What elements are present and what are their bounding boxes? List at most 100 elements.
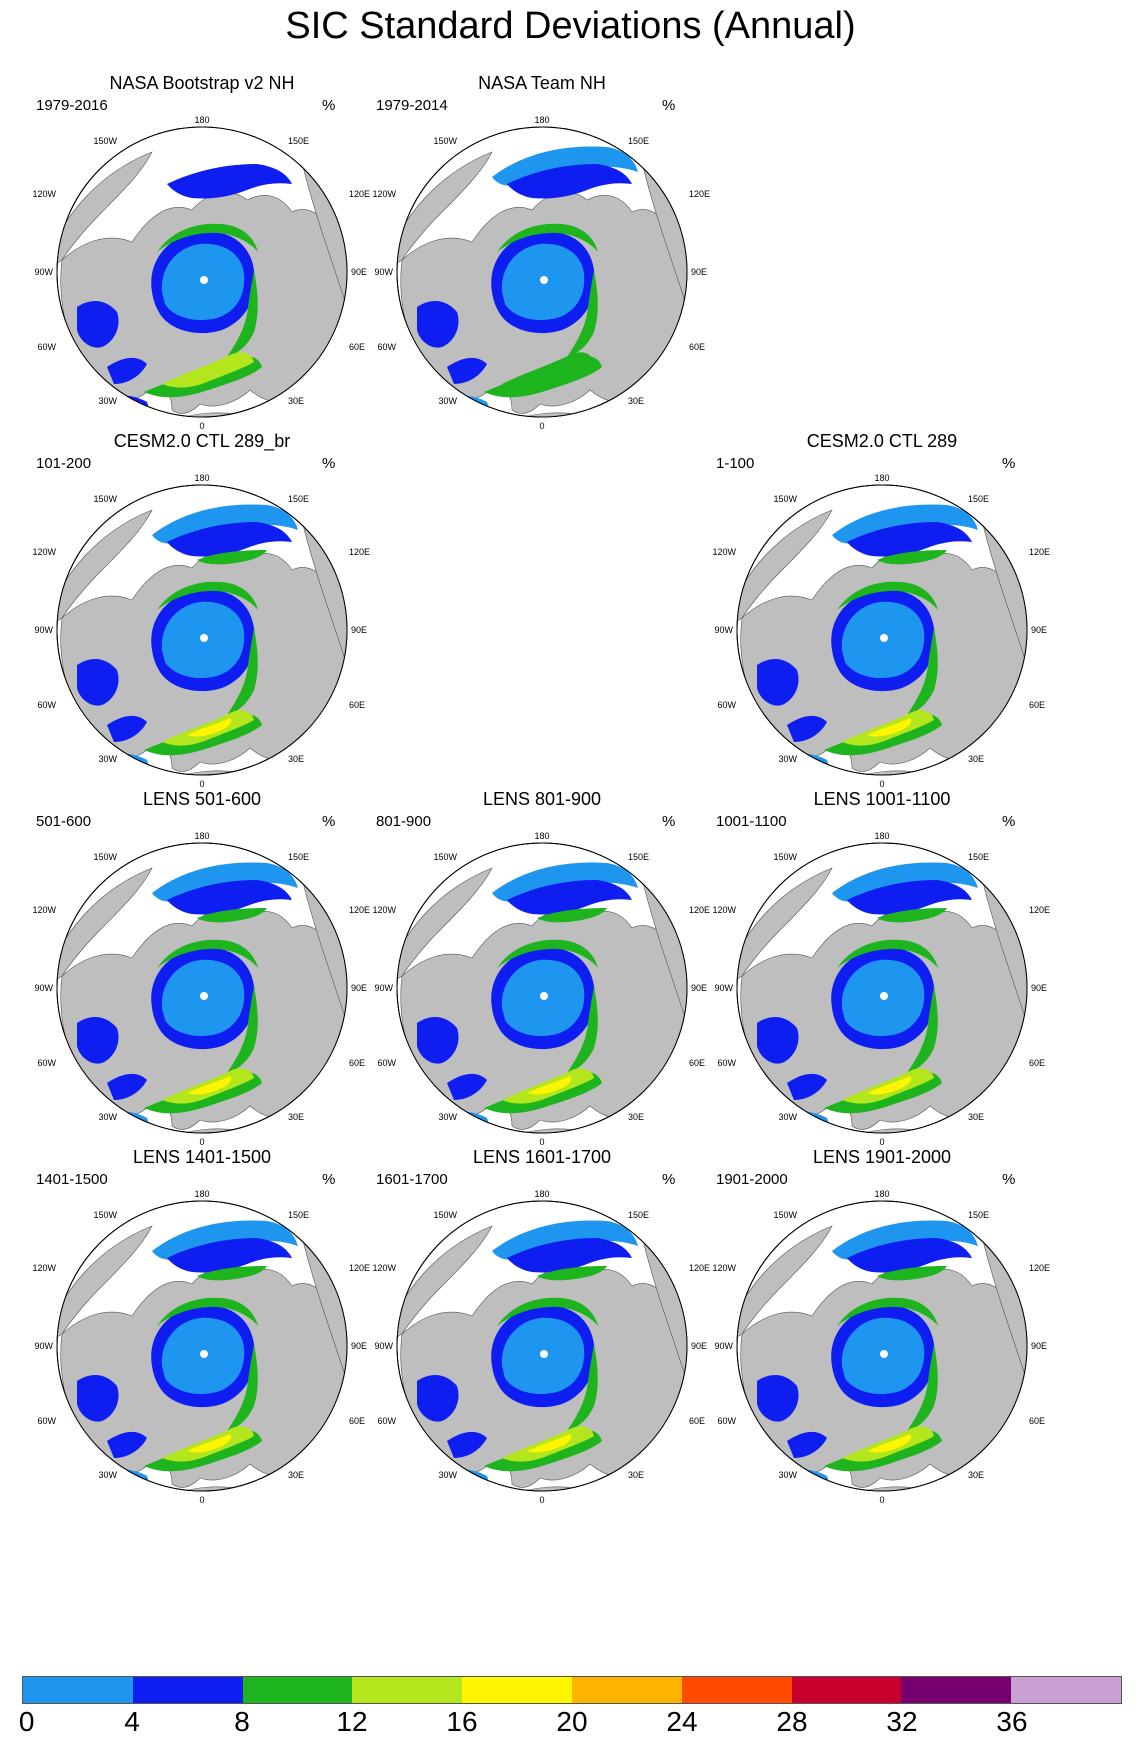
- longitude-label-lower-left: 60W: [37, 1416, 56, 1426]
- panel-unit: %: [322, 813, 336, 830]
- map-panel: NASA Bootstrap v2 NH 1979-2016% 180 0 90W 90E…: [22, 72, 382, 452]
- polar-stereographic-map: 180 0 90W 90E 150W 150E 120W 120E 60W 60E 30W 30E: [32, 473, 370, 789]
- longitude-label-right: 90E: [1031, 625, 1047, 635]
- longitude-label-bottom-right: 30E: [288, 1470, 304, 1480]
- sic-contour-region: [847, 1238, 972, 1273]
- longitude-label-right: 90E: [691, 1341, 707, 1351]
- longitude-label-bottom-left: 30W: [438, 1112, 457, 1122]
- longitude-label-top-left: 150W: [773, 494, 797, 504]
- sic-contour-region: [847, 880, 972, 915]
- sic-contour-region: [162, 352, 254, 388]
- longitude-label-lower-right: 60E: [1029, 1058, 1045, 1068]
- longitude-label-top: 180: [534, 1189, 549, 1199]
- polar-stereographic-map: 180 0 90W 90E 150W 150E 120W 120E 60W 60E 30W 30E: [372, 1189, 710, 1505]
- colorbar-segment: [132, 1677, 243, 1703]
- longitude-label-bottom-right: 30E: [968, 1470, 984, 1480]
- panel-period: 801-900: [376, 813, 432, 830]
- longitude-label-bottom-right: 30E: [968, 1112, 984, 1122]
- sic-contour-region: [867, 718, 912, 737]
- longitude-label-bottom-right: 30E: [628, 396, 644, 406]
- panel-period: 1979-2014: [376, 97, 448, 114]
- sic-contour-region: [77, 300, 147, 384]
- longitude-label-upper-right: 120E: [689, 1263, 710, 1273]
- colorbar-tick-label: 20: [556, 1706, 588, 1737]
- map-panel: LENS 1601-1700 1601-1700% 180 0 90W 90E 150W 15…: [362, 1146, 722, 1526]
- longitude-label-bottom: 0: [539, 1495, 544, 1505]
- sic-contour-region: [167, 1238, 292, 1273]
- longitude-label-left: 90W: [374, 267, 393, 277]
- panel-title: LENS 501-600: [142, 789, 262, 809]
- sic-contour-region: [187, 1076, 232, 1095]
- sic-contour-region: [507, 880, 632, 915]
- sic-contour-region: [567, 986, 598, 1073]
- panel-title: LENS 1001-1100: [813, 789, 951, 809]
- longitude-label-bottom-left: 30W: [98, 1470, 117, 1480]
- sic-contour-region: [227, 270, 258, 357]
- longitude-label-lower-right: 60E: [1029, 700, 1045, 710]
- sic-contour-region: [227, 628, 258, 715]
- sic-contour-region: [837, 1297, 938, 1326]
- colorbar-tick-label: 36: [996, 1706, 1028, 1737]
- polar-stereographic-map: 180 0 90W 90E 150W 150E 120W 120E 60W 60E 30W 30E: [32, 1189, 370, 1505]
- sic-contour-region: [497, 939, 598, 968]
- polar-stereographic-map: 180 0 90W 90E 150W 150E 120W 120E 60W 60E 30W 30E: [372, 115, 710, 431]
- colorbar-tick-label: 12: [336, 1706, 368, 1737]
- longitude-label-left: 90W: [374, 1341, 393, 1351]
- panel-unit: %: [322, 1171, 336, 1188]
- longitude-label-left: 90W: [714, 1341, 733, 1351]
- longitude-label-bottom: 0: [539, 1137, 544, 1147]
- longitude-label-top: 180: [534, 831, 549, 841]
- figure-title: SIC Standard Deviations (Annual): [285, 5, 856, 47]
- longitude-label-lower-left: 60W: [37, 700, 56, 710]
- panel-period: 1601-1700: [376, 1171, 448, 1188]
- panel-title: LENS 1401-1500: [132, 1147, 272, 1167]
- longitude-label-lower-left: 60W: [37, 342, 56, 352]
- longitude-label-lower-right: 60E: [349, 342, 365, 352]
- longitude-label-top-left: 150W: [433, 852, 457, 862]
- longitude-label-bottom: 0: [199, 779, 204, 789]
- sic-contour-region: [507, 164, 632, 199]
- sic-contour-region: [907, 628, 938, 715]
- sic-contour-region: [77, 658, 147, 742]
- colorbar-tick-label: 28: [776, 1706, 808, 1737]
- sic-contour-region: [877, 550, 947, 565]
- longitude-label-lower-left: 60W: [377, 342, 396, 352]
- colorbar-tick-label: 0: [18, 1706, 35, 1737]
- polar-stereographic-map: 180 0 90W 90E 150W 150E 120W 120E 60W 60E 30W 30E: [712, 831, 1050, 1147]
- longitude-label-upper-right: 120E: [349, 1263, 370, 1273]
- sic-contour-region: [417, 300, 487, 384]
- longitude-label-top-right: 150E: [968, 1210, 989, 1220]
- sic-contour-region: [417, 1016, 487, 1100]
- longitude-label-lower-left: 60W: [717, 1058, 736, 1068]
- map-panel: NASA Team NH 1979-2014% 180 0 90W 90E 150W 150E…: [362, 72, 722, 452]
- longitude-label-top: 180: [874, 1189, 889, 1199]
- longitude-label-bottom-left: 30W: [438, 1470, 457, 1480]
- colorbar-segment: [791, 1677, 902, 1703]
- panel-unit: %: [662, 97, 676, 114]
- longitude-label-top-right: 150E: [288, 1210, 309, 1220]
- panel-unit: %: [322, 97, 336, 114]
- colorbar-segment: [23, 1677, 133, 1703]
- longitude-label-upper-right: 120E: [349, 189, 370, 199]
- longitude-label-top-left: 150W: [93, 1210, 117, 1220]
- longitude-label-bottom-right: 30E: [288, 1112, 304, 1122]
- sic-contour-region: [157, 223, 258, 252]
- longitude-label-right: 90E: [1031, 983, 1047, 993]
- longitude-label-upper-left: 120W: [32, 547, 56, 557]
- longitude-label-lower-right: 60E: [349, 1058, 365, 1068]
- longitude-label-top-right: 150E: [628, 136, 649, 146]
- colorbar-segment: [901, 1677, 1012, 1703]
- panel-period: 1-100: [716, 455, 755, 472]
- longitude-label-upper-right: 120E: [689, 905, 710, 915]
- longitude-label-upper-right: 120E: [689, 189, 710, 199]
- sic-contour-region: [837, 939, 938, 968]
- panel-period: 1401-1500: [36, 1171, 108, 1188]
- panel-period: 1001-1100: [716, 813, 787, 830]
- longitude-label-top-left: 150W: [93, 494, 117, 504]
- longitude-label-upper-right: 120E: [1029, 1263, 1050, 1273]
- sic-contour-region: [757, 1374, 827, 1458]
- longitude-label-lower-right: 60E: [349, 700, 365, 710]
- longitude-label-top-left: 150W: [433, 1210, 457, 1220]
- map-panel: CESM2.0 CTL 289_br 101-200% 180 0 90W 90E 150W…: [22, 430, 382, 810]
- sic-contour-region: [567, 1344, 598, 1431]
